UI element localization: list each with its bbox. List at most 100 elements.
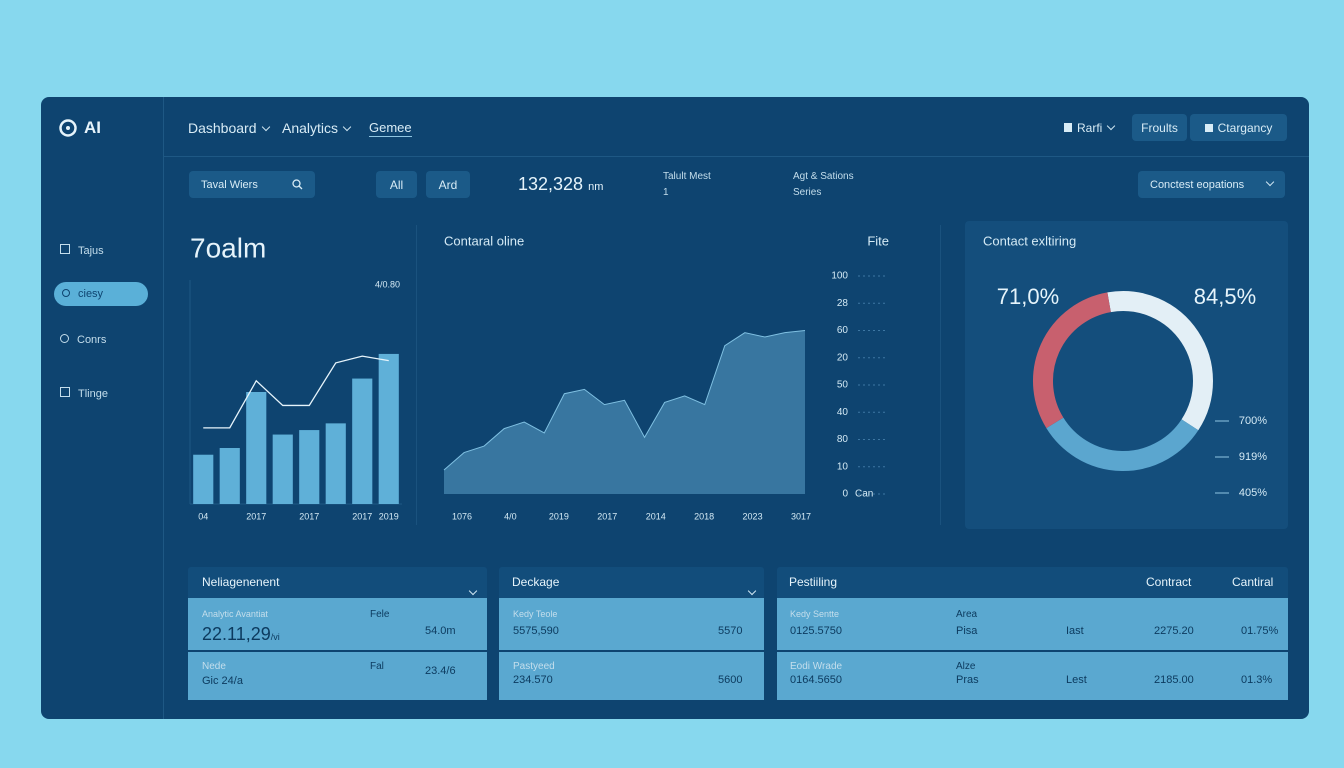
y-tick-label: 28 — [837, 298, 849, 309]
x-tick-label: 2017 — [352, 511, 372, 521]
row-sub: Pisa — [956, 625, 978, 637]
row-amount: 54.0m — [425, 625, 456, 637]
row-amount: 2275.20 — [1154, 625, 1194, 637]
filter-button[interactable]: Ard — [426, 171, 470, 198]
bar — [325, 423, 346, 504]
column-header: Cantiral — [1232, 575, 1274, 589]
x-tick-label: 2017 — [597, 511, 617, 521]
x-tick-label: 3017 — [791, 511, 811, 521]
stat-value: 132,328 — [518, 174, 584, 194]
sidebar-icon — [60, 334, 69, 343]
x-tick-label: 2017 — [299, 511, 319, 521]
top-button[interactable]: Ctargancy — [1190, 114, 1287, 141]
logo-text: AI — [84, 118, 101, 137]
nav-item[interactable]: Dashboard — [188, 120, 270, 136]
sidebar-label: Tlinge — [78, 388, 108, 400]
button-label: Ctargancy — [1217, 120, 1273, 135]
stat-unit: nm — [588, 181, 604, 193]
card-header — [499, 567, 764, 598]
chart-title: 7oalm — [190, 232, 266, 263]
row-unit: /vi — [270, 632, 280, 642]
card: Neliagenenent Analytic Avantiat Fele 22.… — [188, 567, 487, 700]
side-label: 919% — [1239, 451, 1267, 463]
row-pct: 01.75% — [1241, 625, 1279, 637]
legend-label: Fite — [867, 233, 889, 248]
nav-label: Gemee — [369, 120, 412, 135]
nav-label: Analytics — [282, 120, 339, 136]
card-title: Neliagenenent — [202, 575, 280, 589]
side-label: 700% — [1239, 415, 1267, 427]
side-label: 405% — [1239, 487, 1267, 499]
button-icon — [1204, 123, 1213, 132]
card-row — [499, 652, 764, 700]
y-tick-label: 100 — [831, 271, 848, 282]
topbar-divider — [164, 156, 1309, 157]
row-value: 0164.5650 — [790, 674, 842, 686]
sidebar-divider — [163, 97, 164, 719]
search-box[interactable]: Taval Wiers — [189, 171, 315, 198]
user-menu[interactable]: Rarfi — [1064, 121, 1116, 135]
row-col: Fal — [370, 661, 384, 672]
card-row — [777, 598, 1288, 650]
card-row — [499, 598, 764, 650]
card-header — [777, 567, 1288, 598]
user-name: Rarfi — [1077, 121, 1103, 135]
x-tick-label: 1076 — [452, 511, 472, 521]
card-header — [188, 567, 487, 598]
row-value: 22.11,29/vi — [202, 624, 280, 645]
chart-note: 4/0.80 — [375, 279, 400, 289]
line — [203, 355, 389, 429]
sidebar-label: Conrs — [77, 334, 107, 346]
x-tick-label: 2018 — [694, 511, 714, 521]
row-tag: Iast — [1066, 625, 1084, 637]
info-line: 1 — [663, 187, 669, 198]
sidebar-icon — [62, 289, 70, 297]
area-fill — [444, 330, 805, 494]
sidebar-item[interactable]: Conrs — [60, 334, 106, 346]
top-button[interactable]: Froults — [1132, 114, 1187, 141]
row-value: Gic 24/a — [202, 675, 243, 687]
sidebar-label: Tajus — [78, 245, 104, 257]
row-sub: Pras — [956, 674, 979, 686]
sidebar-icon — [60, 244, 70, 254]
donut-label: 71,0% — [997, 284, 1059, 309]
row-pct: 01.3% — [1241, 674, 1273, 686]
filter-button[interactable]: All — [376, 171, 417, 198]
y-unit: Can — [855, 489, 873, 500]
chart-divider — [416, 225, 417, 525]
card-row — [188, 598, 487, 650]
row-amount: 2185.00 — [1154, 674, 1194, 686]
row-label: Nede — [202, 661, 226, 672]
bar — [219, 448, 240, 504]
nav-item[interactable]: Analytics — [282, 120, 352, 136]
row-value: 5575,590 — [513, 625, 559, 637]
row-label: Kedy Sentte — [790, 609, 840, 619]
donut-segment — [1107, 291, 1213, 431]
chart-title: Contact exltiring — [983, 233, 1076, 248]
row-value: 0125.5750 — [790, 625, 842, 637]
card-row — [777, 652, 1288, 700]
row-amount: 5600 — [718, 674, 743, 686]
sidebar-item[interactable]: Tajus — [60, 244, 104, 257]
sidebar-item[interactable]: Tlinge — [60, 387, 108, 400]
button-label: Ard — [438, 177, 458, 192]
nav-item[interactable]: Gemee — [369, 120, 412, 137]
dropdown[interactable]: Conctest eopations — [1138, 171, 1285, 198]
bar — [352, 378, 373, 504]
info-line: Series — [793, 187, 822, 198]
row-label: Kedy Teole — [513, 609, 558, 619]
x-tick-label: 4/0 — [504, 511, 517, 521]
y-tick-label: 10 — [837, 461, 849, 472]
card-row — [188, 652, 487, 700]
info-line: Talult Mest — [663, 171, 711, 182]
donut-label: 84,5% — [1194, 284, 1256, 309]
button-label: All — [389, 177, 404, 192]
donut-segment — [1046, 417, 1199, 471]
chart-divider — [940, 225, 941, 525]
card: Deckage Kedy Teole 5575,590 5570 Pastyee… — [499, 567, 764, 700]
user-icon — [1064, 123, 1072, 132]
search-text: Taval Wiers — [201, 178, 258, 191]
row-value-text: 22.11,29 — [202, 624, 271, 644]
column-header: Contract — [1146, 575, 1192, 589]
